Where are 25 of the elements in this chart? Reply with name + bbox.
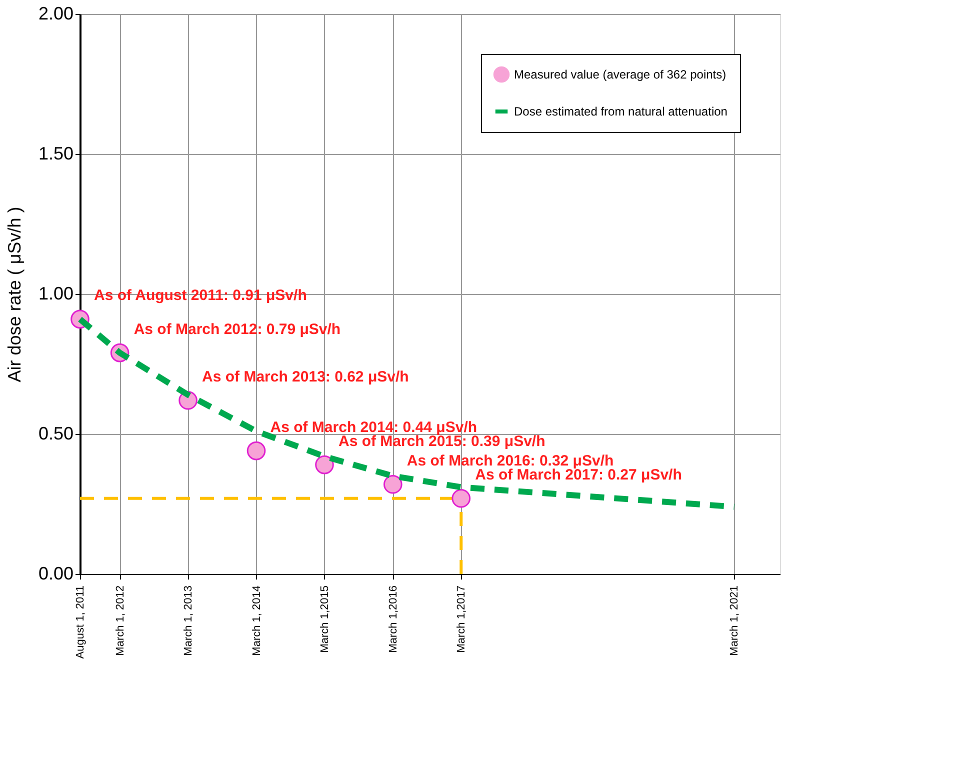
x-tick-label: March 1,2016: [387, 586, 400, 653]
x-tick-label: March 1, 2014: [250, 586, 263, 656]
y-tick-label: 1.00: [38, 284, 74, 304]
x-tick-label: March 1,2015: [318, 586, 331, 653]
x-tick-label: March 1, 2021: [728, 586, 741, 656]
annotation: As of March 2014: 0.44 μSv/h: [270, 418, 478, 436]
y-axis-title: Air dose rate ( μSv/h ): [4, 206, 24, 382]
y-tick-label: 0.00: [38, 564, 74, 584]
annotation: As of March 2016: 0.32 μSv/h: [406, 452, 614, 470]
annotation: As of March 2012: 0.79 μSv/h: [134, 320, 341, 338]
y-tick-label: 1.50: [38, 144, 74, 164]
x-tick-label: March 1, 2012: [114, 586, 126, 656]
point: [383, 475, 402, 494]
x-tick-label: August 1, 2011: [74, 586, 86, 659]
legend-label: Measured value (average of 362 points): [514, 68, 726, 82]
point: [315, 455, 334, 474]
legend-label: Dose estimated from natural attenuation: [514, 104, 728, 118]
point: [452, 489, 471, 508]
x-tick-label: March 1, 2013: [182, 586, 195, 656]
point: [246, 441, 266, 460]
annotation: As of August 2011: 0.91 μSv/h: [94, 287, 307, 304]
annotation: As of March 2013: 0.62 μSv/h: [202, 368, 409, 386]
y-tick-label: 0.50: [38, 424, 74, 444]
x-tick-label: March 1,2017: [456, 586, 468, 653]
y-tick-label: 2.00: [38, 4, 74, 24]
